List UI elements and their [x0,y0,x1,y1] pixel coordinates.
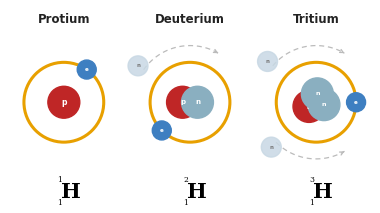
Text: Protium: Protium [38,13,90,26]
Ellipse shape [293,91,325,122]
Text: n: n [315,91,320,96]
Text: 1: 1 [183,199,188,207]
Text: e: e [354,100,358,105]
Ellipse shape [48,86,80,118]
Text: 3: 3 [309,176,314,184]
Text: 2: 2 [183,176,188,184]
Text: 1: 1 [57,176,62,184]
Ellipse shape [77,60,96,79]
Text: H: H [313,182,333,202]
Text: 1: 1 [57,199,62,207]
Ellipse shape [152,121,171,140]
Text: e: e [85,67,89,72]
Text: e: e [160,128,164,133]
Text: n: n [195,99,200,105]
Text: Deuterium: Deuterium [155,13,225,26]
Text: H: H [61,182,81,202]
Text: n: n [322,102,326,107]
Text: p: p [307,104,311,109]
Text: 1: 1 [309,199,314,207]
Ellipse shape [182,86,214,118]
Ellipse shape [308,89,340,121]
Text: p: p [61,98,66,107]
Ellipse shape [128,56,148,76]
Text: H: H [187,182,207,202]
Ellipse shape [258,52,277,71]
Text: n: n [269,145,273,150]
Ellipse shape [301,78,333,110]
Text: p: p [180,99,185,105]
Ellipse shape [347,93,366,112]
Text: Tritium: Tritium [293,13,340,26]
Ellipse shape [261,137,281,157]
Text: n: n [136,63,140,68]
Text: n: n [266,59,269,64]
Ellipse shape [166,86,198,118]
